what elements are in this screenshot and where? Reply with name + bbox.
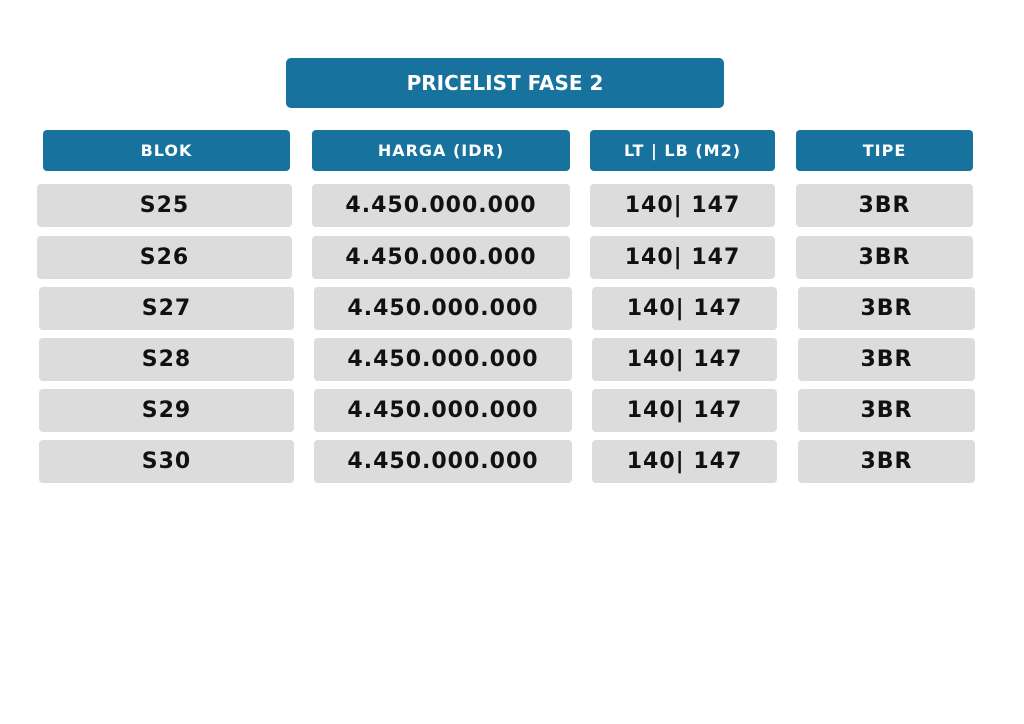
cell-tipe: 3BR	[798, 440, 975, 483]
cell-lt-lb: 140| 147	[590, 236, 775, 279]
cell-lt-lb: 140| 147	[592, 389, 777, 432]
cell-tipe: 3BR	[796, 236, 973, 279]
cell-blok: S27	[39, 287, 294, 330]
cell-tipe: 3BR	[798, 338, 975, 381]
cell-blok: S30	[39, 440, 294, 483]
page-title: PRICELIST FASE 2	[286, 58, 724, 108]
cell-tipe: 3BR	[796, 184, 973, 227]
column-header-blok: BLOK	[43, 130, 290, 171]
cell-blok: S29	[39, 389, 294, 432]
cell-blok: S26	[37, 236, 292, 279]
column-header-tipe: TIPE	[796, 130, 973, 171]
cell-harga: 4.450.000.000	[312, 236, 570, 279]
cell-blok: S28	[39, 338, 294, 381]
cell-harga: 4.450.000.000	[314, 338, 572, 381]
cell-lt-lb: 140| 147	[592, 287, 777, 330]
cell-lt-lb: 140| 147	[592, 338, 777, 381]
cell-harga: 4.450.000.000	[312, 184, 570, 227]
cell-harga: 4.450.000.000	[314, 389, 572, 432]
cell-tipe: 3BR	[798, 287, 975, 330]
cell-harga: 4.450.000.000	[314, 287, 572, 330]
cell-harga: 4.450.000.000	[314, 440, 572, 483]
cell-lt-lb: 140| 147	[592, 440, 777, 483]
column-header-harga: HARGA (IDR)	[312, 130, 570, 171]
column-header-lt-lb: LT | LB (M2)	[590, 130, 775, 171]
cell-tipe: 3BR	[798, 389, 975, 432]
cell-blok: S25	[37, 184, 292, 227]
cell-lt-lb: 140| 147	[590, 184, 775, 227]
